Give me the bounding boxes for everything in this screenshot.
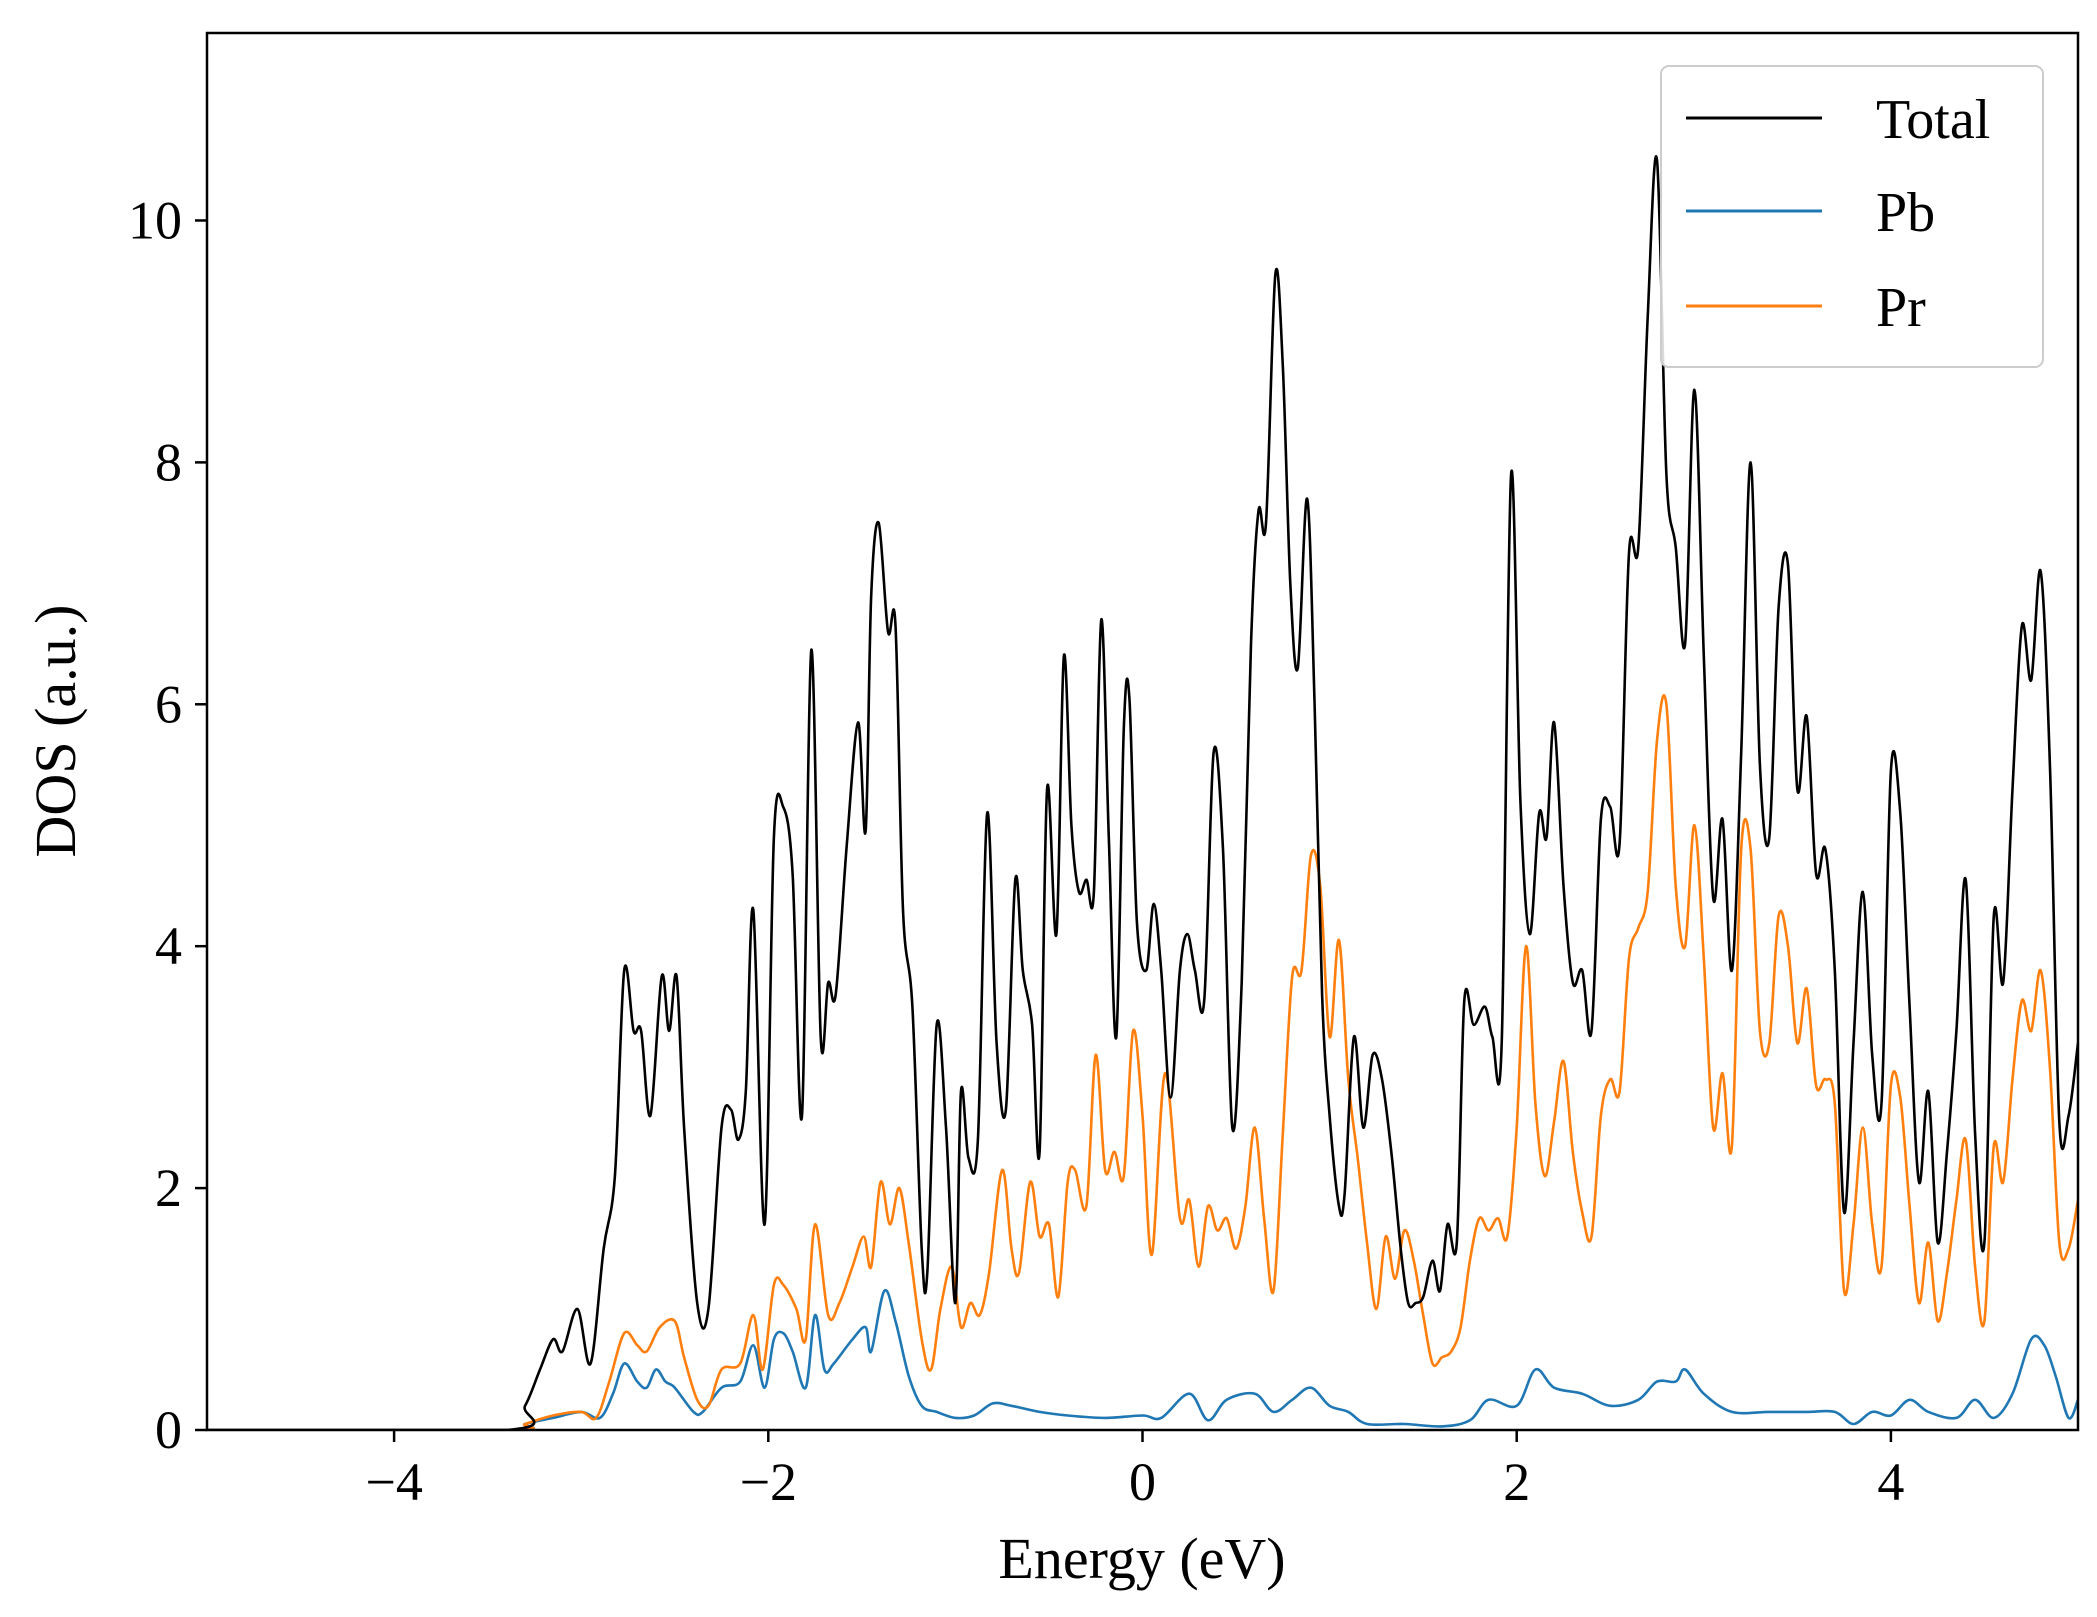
legend: Total Pb Pr	[1660, 65, 2044, 368]
y-tick-label: 2	[155, 1158, 182, 1218]
legend-label-total: Total	[1876, 89, 1990, 151]
x-axis: −4 −2 0 2 4	[365, 1430, 1904, 1512]
series-layer	[207, 155, 2078, 1430]
x-tick-label: 2	[1503, 1452, 1530, 1512]
series-line-total	[207, 155, 2078, 1430]
x-tick-label: 0	[1129, 1452, 1156, 1512]
legend-label-pb: Pb	[1876, 182, 1935, 244]
legend-entry-pb: Pb	[1686, 182, 1935, 244]
series-line-pb	[207, 1288, 2078, 1430]
y-tick-label: 4	[155, 916, 182, 976]
series-line-pr	[207, 694, 2078, 1430]
x-tick-label: −2	[740, 1452, 797, 1512]
legend-entry-total: Total	[1686, 89, 1990, 151]
x-axis-label: Energy (eV)	[998, 1526, 1285, 1591]
y-tick-label: 8	[155, 432, 182, 492]
y-axis-label: DOS (a.u.)	[23, 605, 88, 858]
y-tick-label: 6	[155, 674, 182, 734]
y-tick-label: 10	[128, 190, 182, 250]
legend-box	[1660, 65, 2044, 368]
legend-label-pr: Pr	[1876, 277, 1926, 339]
legend-entry-pr: Pr	[1686, 277, 1926, 339]
x-tick-label: −4	[365, 1452, 422, 1512]
y-tick-label: 0	[155, 1400, 182, 1460]
y-axis: 0 2 4 6 8 10	[128, 190, 207, 1460]
x-tick-label: 4	[1877, 1452, 1904, 1512]
